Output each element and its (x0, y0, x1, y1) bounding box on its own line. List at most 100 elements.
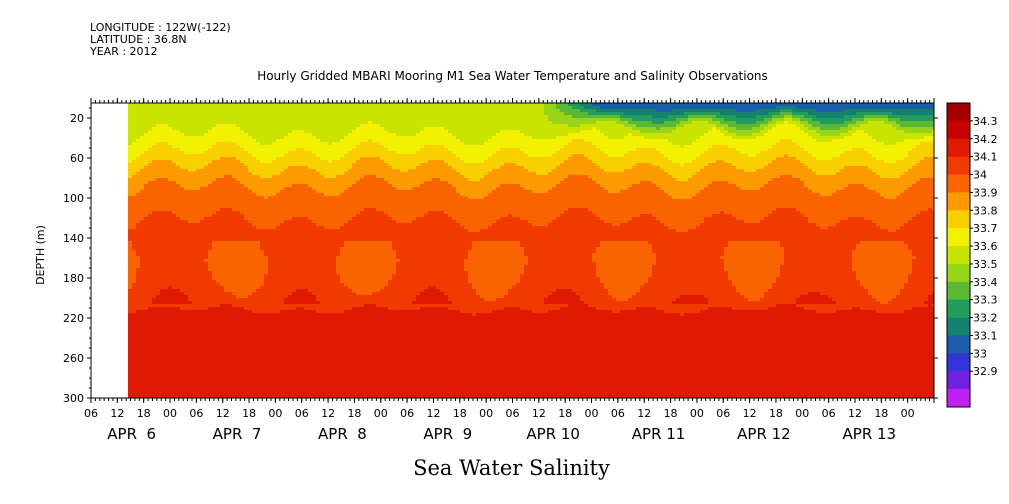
heatmap-cell (280, 172, 285, 176)
heatmap-cell (268, 118, 273, 122)
heatmap-cell (296, 367, 301, 371)
heatmap-cell (260, 190, 265, 194)
heatmap-cell (164, 166, 169, 170)
heatmap-cell (156, 241, 161, 245)
heatmap-cell (144, 136, 149, 140)
heatmap-cell (212, 133, 217, 137)
heatmap-cell (304, 286, 309, 290)
heatmap-cell (296, 169, 301, 173)
heatmap-cell (228, 127, 233, 131)
heatmap-cell (152, 346, 157, 350)
heatmap-cell (224, 184, 229, 188)
heatmap-cell (176, 277, 181, 281)
heatmap-cell (164, 298, 169, 302)
heatmap-cell (240, 178, 245, 182)
heatmap-cell (228, 340, 233, 344)
heatmap-cell (272, 370, 277, 374)
heatmap-cell (308, 349, 313, 353)
heatmap-cell (248, 220, 253, 224)
heatmap-cell (308, 121, 313, 125)
heatmap-cell (136, 223, 141, 227)
heatmap-cell (172, 202, 177, 206)
heatmap-cell (244, 286, 249, 290)
heatmap-cell (156, 391, 161, 395)
heatmap-cell (232, 334, 237, 338)
heatmap-cell (272, 163, 277, 167)
heatmap-cell (132, 163, 137, 167)
heatmap-cell (260, 244, 265, 248)
heatmap-cell (156, 277, 161, 281)
heatmap-cell (144, 364, 149, 368)
heatmap-cell (252, 313, 257, 317)
heatmap-cell (184, 289, 189, 293)
heatmap-cell (256, 322, 261, 326)
heatmap-cell (220, 109, 225, 113)
heatmap-cell (264, 289, 269, 293)
heatmap-cell (244, 382, 249, 386)
heatmap-cell (272, 184, 277, 188)
heatmap-cell (160, 130, 165, 134)
heatmap-cell (308, 229, 313, 233)
heatmap-cell (140, 106, 145, 110)
heatmap-cell (180, 157, 185, 161)
heatmap-cell (184, 382, 189, 386)
heatmap-cell (224, 262, 229, 266)
heatmap-cell (308, 154, 313, 158)
heatmap-cell (272, 274, 277, 278)
heatmap-cell (180, 244, 185, 248)
heatmap-cell (204, 172, 209, 176)
heatmap-cell (160, 172, 165, 176)
heatmap-cell (288, 157, 293, 161)
heatmap-cell (132, 301, 137, 305)
heatmap-cell (192, 304, 197, 308)
heatmap-cell (280, 238, 285, 242)
heatmap-cell (160, 307, 165, 311)
heatmap-cell (304, 385, 309, 389)
heatmap-cell (244, 271, 249, 275)
heatmap-cell (300, 262, 305, 266)
heatmap-cell (152, 292, 157, 296)
heatmap-cell (276, 241, 281, 245)
heatmap-cell (132, 220, 137, 224)
heatmap-cell (176, 319, 181, 323)
heatmap-cell (312, 328, 317, 332)
heatmap-cell (156, 193, 161, 197)
heatmap-cell (188, 283, 193, 287)
heatmap-cell (192, 109, 197, 113)
heatmap-cell (192, 379, 197, 383)
heatmap-cell (144, 307, 149, 311)
heatmap-cell (228, 325, 233, 329)
heatmap-cell (284, 106, 289, 110)
heatmap-cell (304, 316, 309, 320)
heatmap-cell (276, 238, 281, 242)
heatmap-cell (160, 382, 165, 386)
heatmap-cell (296, 277, 301, 281)
heatmap-cell (168, 328, 173, 332)
heatmap-cell (320, 124, 325, 128)
heatmap-cell (168, 190, 173, 194)
heatmap-cell (224, 256, 229, 260)
heatmap-cell (192, 145, 197, 149)
heatmap-cell (236, 103, 241, 107)
heatmap-cell (136, 202, 141, 206)
heatmap-cell (316, 217, 321, 221)
heatmap-cell (176, 373, 181, 377)
heatmap-cell (160, 133, 165, 137)
heatmap-cell (220, 202, 225, 206)
heatmap-cell (268, 298, 273, 302)
heatmap-cell (184, 232, 189, 236)
heatmap-cell (220, 145, 225, 149)
heatmap-cell (304, 322, 309, 326)
heatmap-cell (168, 229, 173, 233)
heatmap-cell (284, 181, 289, 185)
heatmap-cell (288, 259, 293, 263)
heatmap-cell (232, 106, 237, 110)
heatmap-cell (212, 268, 217, 272)
heatmap-cell (204, 181, 209, 185)
heatmap-cell (136, 352, 141, 356)
heatmap-cell (260, 142, 265, 146)
heatmap-cell (208, 142, 213, 146)
heatmap-cell (240, 334, 245, 338)
heatmap-cell (152, 217, 157, 221)
heatmap-cell (284, 229, 289, 233)
